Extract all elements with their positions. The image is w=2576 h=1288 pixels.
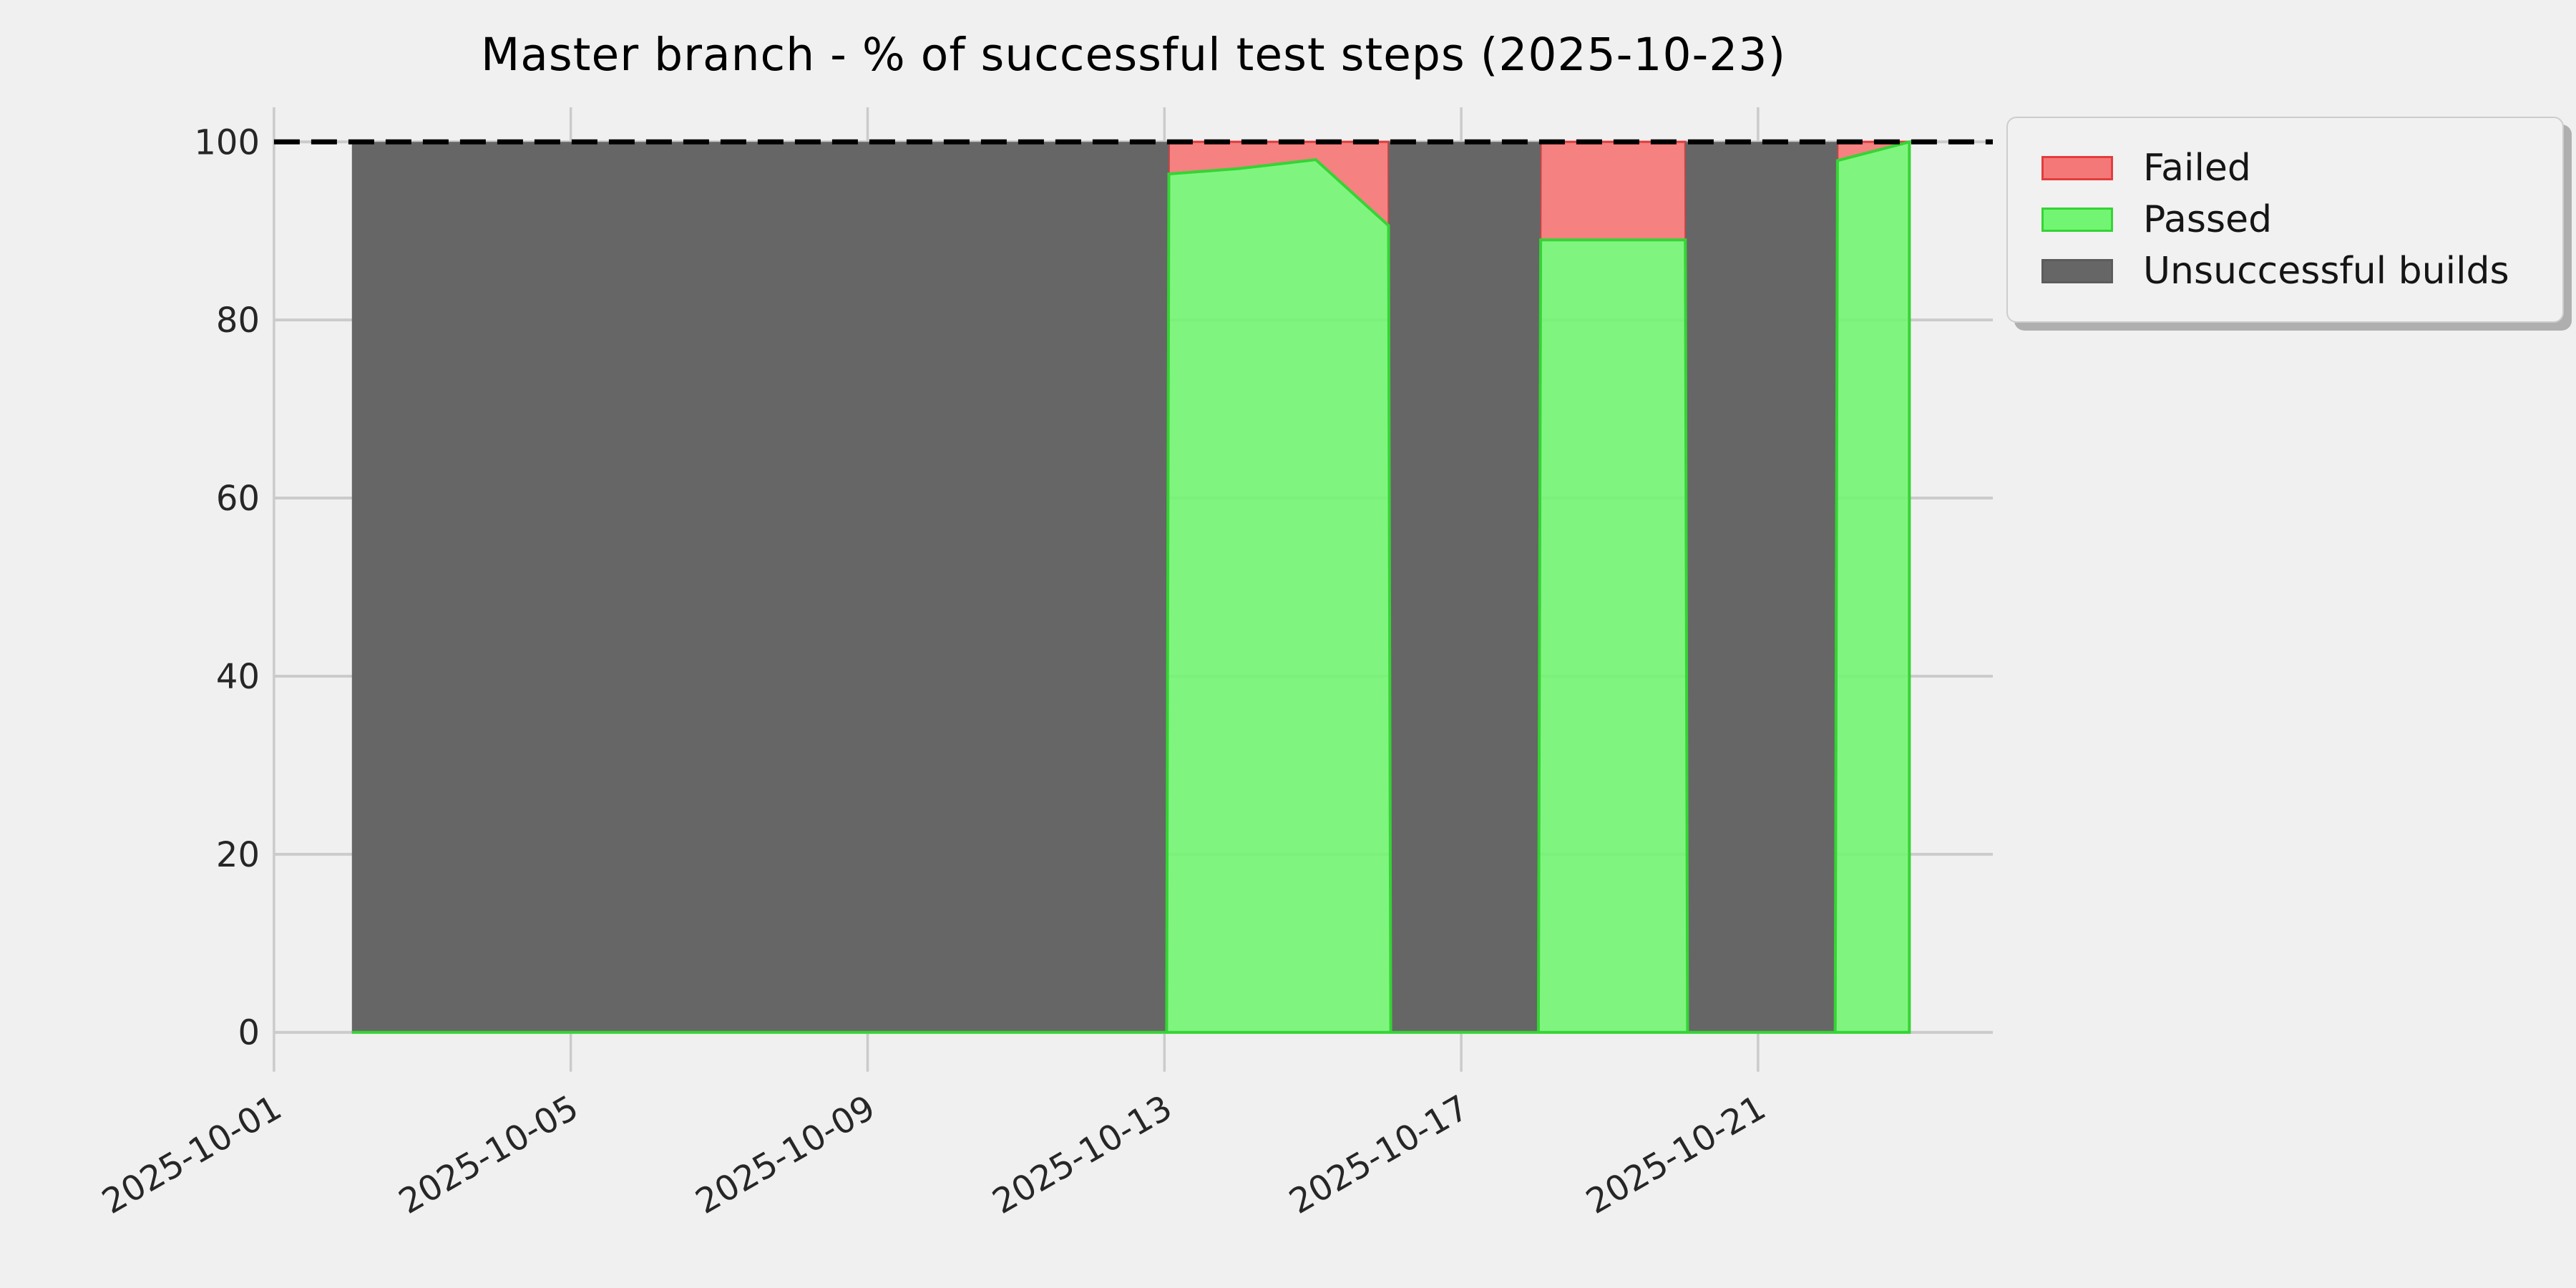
legend-label: Passed: [2143, 198, 2273, 241]
legend-swatch-unsuccessful-builds: [2041, 259, 2113, 283]
legend-swatch-failed: [2041, 156, 2113, 180]
x-tick-label: 2025-10-01: [95, 1088, 288, 1222]
x-tick-label: 2025-10-13: [986, 1088, 1179, 1222]
x-tick-label: 2025-10-09: [689, 1088, 882, 1222]
passed-area: [351, 140, 1911, 1034]
legend-item: Failed: [2041, 142, 2562, 194]
legend-swatch-passed: [2041, 208, 2113, 232]
chart-title: Master branch - % of successful test ste…: [480, 29, 1787, 81]
y-tick-label: 100: [194, 122, 260, 162]
legend-label: Unsuccessful builds: [2143, 250, 2509, 293]
legend: Failed Passed Unsuccessful builds: [2006, 117, 2564, 323]
x-tick-label: 2025-10-05: [392, 1088, 585, 1222]
y-tick-label: 0: [238, 1013, 260, 1053]
x-tick-label: 2025-10-17: [1283, 1088, 1476, 1222]
legend-item: Unsuccessful builds: [2041, 245, 2562, 297]
y-tick-label: 20: [216, 835, 260, 875]
y-tick-label: 80: [216, 301, 260, 341]
legend-item: Passed: [2041, 194, 2562, 245]
x-tick-label: 2025-10-21: [1579, 1088, 1772, 1222]
y-tick-label: 60: [216, 479, 260, 519]
unsuccessful-area: [351, 142, 1910, 1033]
legend-label: Failed: [2143, 147, 2251, 190]
y-tick-label: 40: [216, 657, 260, 697]
